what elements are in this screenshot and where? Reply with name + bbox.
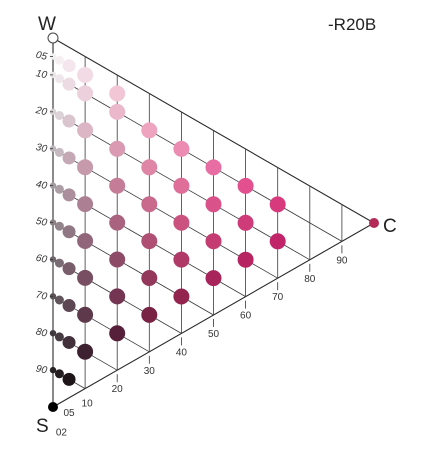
black-corner-dot [48, 402, 58, 412]
chromaticness-scale-label: 05 [63, 408, 75, 419]
grid-line-blackness [52, 222, 214, 316]
blackness-scale-label: 10 [35, 68, 49, 81]
color-sample-dot [77, 343, 94, 360]
chromaticness-scale-label: 40 [176, 347, 188, 358]
color-sample-dot [62, 114, 76, 128]
color-sample-dot [109, 288, 126, 305]
color-sample-dot [173, 177, 190, 194]
blackness-scale-label: 80 [35, 326, 49, 339]
color-sample-dot [173, 251, 190, 268]
chromatic-corner-dot [369, 218, 379, 228]
color-sample-dot [237, 177, 254, 194]
color-sample-dot [62, 299, 76, 313]
color-samples [47, 32, 379, 412]
color-sample-dot [173, 214, 190, 231]
color-sample-dot [62, 188, 76, 202]
color-sample-dot [205, 270, 222, 287]
color-sample-dot [141, 306, 158, 323]
chromaticness-scale-label: 60 [240, 311, 252, 322]
color-sample-dot [141, 159, 158, 176]
color-sample-dot [109, 140, 126, 157]
chromaticness-scale-label: 30 [144, 366, 156, 377]
color-sample-dot [77, 233, 94, 249]
color-sample-dot [77, 196, 94, 213]
chromaticness-scale-label: 50 [208, 329, 220, 340]
color-sample-dot [109, 214, 126, 231]
color-sample-dot [54, 295, 64, 305]
chromaticness-scale-label: 10 [82, 399, 94, 410]
color-sample-dot [62, 335, 76, 349]
triangle-grid [52, 37, 376, 408]
color-sample-dot [269, 196, 286, 213]
chromatic-corner-label: C [383, 216, 397, 237]
grid-line-blackness [52, 74, 343, 242]
black-corner-label: S [36, 416, 49, 437]
color-sample-dot [54, 147, 64, 157]
color-sample-dot [54, 258, 64, 268]
color-sample-dot [77, 159, 94, 176]
blackness-scale-label: 30 [35, 142, 49, 155]
color-sample-dot [173, 288, 190, 305]
white-corner-dot [47, 32, 59, 44]
color-sample-dot [109, 325, 126, 342]
color-sample-dot [62, 59, 76, 73]
color-sample-dot [141, 233, 158, 250]
color-sample-dot [54, 111, 64, 120]
chromaticness-scale-label: 70 [272, 292, 284, 303]
color-sample-dot [173, 140, 190, 157]
white-corner-label: W [38, 14, 56, 35]
color-sample-dot [77, 85, 94, 102]
color-sample-dot [141, 196, 158, 213]
color-sample-dot [77, 122, 94, 139]
color-sample-dot [62, 262, 76, 276]
color-sample-dot [62, 225, 76, 239]
blackness-scale-label: 90 [35, 363, 49, 376]
blackness-scale-label: 05 [35, 50, 49, 63]
color-sample-dot [54, 332, 64, 342]
blackness-scale-label: 20 [34, 105, 49, 118]
chromaticness-scale-label: 90 [336, 255, 348, 266]
color-sample-dot [62, 151, 76, 165]
color-sample-dot [77, 269, 94, 286]
color-sample-dot [237, 214, 254, 231]
color-sample-dot [54, 369, 64, 379]
color-sample-dot [77, 66, 94, 83]
color-sample-dot [109, 85, 126, 102]
color-sample-dot [109, 103, 126, 120]
color-sample-dot [109, 251, 126, 268]
color-sample-dot [141, 270, 158, 286]
color-sample-dot [269, 233, 286, 250]
blackness-scale-label: 50 [35, 216, 49, 229]
hue-notation-title: -R20B [328, 15, 376, 34]
color-sample-dot [205, 196, 222, 213]
chromaticness-scale-label: 20 [112, 384, 124, 395]
scale-labels: 05 10 20 30 40 50 60 70 80 90 02 05 10 20 30 40 50 60 70 80… [34, 50, 348, 439]
color-sample-dot [141, 122, 158, 139]
color-sample-dot [54, 55, 64, 65]
color-sample-dot [54, 221, 64, 231]
color-sample-dot [205, 233, 222, 250]
chromaticness-scale-label: 02 [56, 427, 68, 438]
color-sample-dot [77, 306, 94, 323]
color-sample-dot [62, 77, 76, 91]
blackness-scale-label: 70 [35, 290, 49, 303]
chromaticness-scale-label: 80 [304, 274, 316, 285]
color-sample-dot [54, 184, 64, 194]
color-sample-dot [109, 177, 126, 194]
blackness-scale-label: 40 [35, 179, 49, 192]
color-sample-dot [237, 251, 254, 268]
color-sample-dot [205, 159, 222, 176]
color-sample-dot [62, 372, 76, 386]
blackness-scale-label: 60 [35, 253, 49, 266]
color-sample-dot [54, 74, 64, 84]
